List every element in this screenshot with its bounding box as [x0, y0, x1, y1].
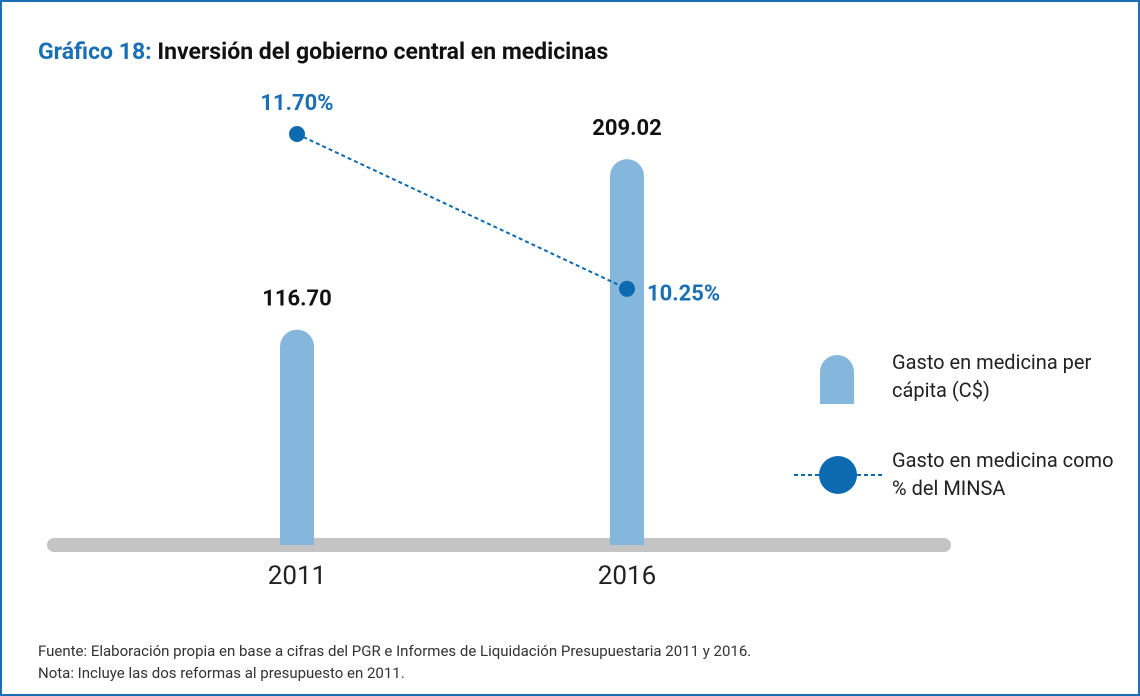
- title-text: Inversión del gobierno central en medici…: [157, 38, 609, 65]
- legend-label: Gasto en medicina como % del MINSA: [892, 448, 1114, 500]
- note: Nota: Incluye las dos reformas al presup…: [38, 664, 405, 682]
- note: Fuente: Elaboración propia en base a cif…: [38, 642, 752, 660]
- bar: [610, 159, 644, 546]
- data-label: 209.02: [592, 116, 662, 141]
- legend-label: Gasto en medicina per cápita (C$): [892, 350, 1092, 402]
- line-point: [289, 126, 305, 143]
- line-point: [619, 280, 635, 297]
- line: [296, 133, 628, 290]
- title-prefix: Gráfico 18:: [38, 38, 152, 65]
- legend-swatch: [820, 355, 854, 404]
- chart-title: Gráfico 18: Inversión del gobierno centr…: [38, 38, 608, 65]
- data-label: 10.25%: [647, 282, 720, 307]
- x-tick-label: 2016: [598, 561, 656, 591]
- data-label: 116.70: [262, 286, 332, 311]
- bar: [280, 329, 314, 545]
- legend-swatch-dot: [819, 456, 857, 494]
- data-label: 11.70%: [260, 91, 333, 116]
- x-tick-label: 2011: [268, 561, 326, 591]
